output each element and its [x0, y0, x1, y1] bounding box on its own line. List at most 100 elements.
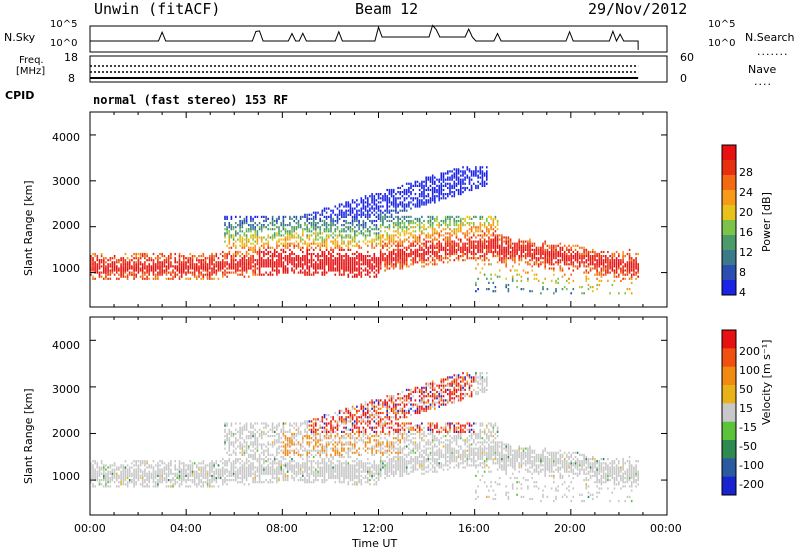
power-cell [323, 269, 326, 272]
power-cell [605, 257, 607, 260]
power-cell [535, 261, 538, 264]
velocity-cell [157, 485, 159, 488]
power-cell [579, 246, 581, 249]
power-cell [351, 252, 354, 256]
power-cell [635, 265, 637, 268]
power-cell [250, 215, 252, 218]
velocity-cell [263, 451, 265, 454]
power-cell [267, 252, 269, 256]
power-cell [271, 259, 274, 262]
power-cell [312, 259, 315, 262]
power-cell [392, 250, 395, 254]
power-cell [364, 222, 367, 225]
power-cell [626, 263, 629, 266]
power-cell [239, 265, 241, 268]
velocity-cell [282, 470, 285, 473]
power-cell [386, 205, 388, 208]
power-cell [399, 222, 401, 225]
power-cell [481, 255, 484, 258]
power-cell [628, 257, 631, 260]
power-cell [364, 261, 367, 264]
power-cell [354, 267, 356, 270]
power-cell [265, 261, 267, 264]
power-cell [122, 275, 125, 278]
velocity-cell [206, 485, 209, 488]
power-cell [440, 191, 443, 194]
power-cell [431, 178, 434, 181]
velocity-cell [256, 460, 259, 463]
power-cell [338, 273, 341, 276]
power-cell [321, 209, 324, 212]
power-cell [434, 228, 436, 231]
power-cell [414, 222, 417, 225]
power-cell [408, 215, 410, 218]
power-cell [100, 259, 103, 262]
velocity-cell [185, 479, 187, 482]
power-cell [377, 215, 380, 218]
power-cell [429, 201, 432, 204]
velocity-cell [230, 432, 233, 436]
power-cell [187, 257, 189, 260]
power-cell [477, 180, 479, 183]
power-cell [343, 269, 345, 272]
power-cell [254, 240, 256, 243]
power-cell [568, 257, 570, 260]
power-cell [315, 234, 317, 237]
power-cell [600, 269, 603, 272]
power-cell [585, 271, 588, 274]
power-cell [159, 261, 161, 264]
power-cell [209, 257, 211, 260]
velocity-cell [213, 479, 215, 482]
power-cell [354, 257, 356, 260]
velocity-cell [248, 453, 250, 456]
power-cell [449, 228, 451, 231]
velocity-cell [165, 476, 168, 480]
power-cell [239, 236, 241, 239]
power-cell [503, 255, 505, 258]
power-cell [596, 263, 598, 266]
velocity-cell [116, 479, 118, 482]
power-cell [395, 252, 397, 256]
power-cell [325, 261, 328, 264]
velocity-cell [215, 470, 218, 473]
power-cell [514, 257, 516, 260]
power-cell [550, 244, 553, 247]
power-cell [447, 193, 449, 196]
power-cell [317, 232, 319, 235]
power-cell [306, 273, 308, 276]
power-cell [444, 222, 447, 225]
power-cell [271, 246, 274, 249]
power-cell [490, 217, 492, 220]
power-cell [377, 259, 380, 262]
power-cell [315, 222, 317, 225]
power-cell [457, 228, 460, 231]
power-cell [349, 209, 352, 212]
power-cell [464, 259, 466, 262]
power-cell [429, 240, 432, 243]
power-cell [358, 261, 360, 264]
power-cell [258, 255, 261, 258]
power-cell [250, 242, 252, 245]
power-cell [356, 230, 358, 233]
power-cell [226, 271, 228, 274]
power-cell [546, 252, 549, 256]
velocity-cell [191, 468, 194, 471]
power-cell [232, 261, 235, 264]
power-cell [248, 230, 250, 233]
velocity-cell [291, 474, 293, 477]
power-cell [336, 228, 339, 231]
power-cell [492, 240, 495, 243]
power-cell [183, 255, 185, 258]
power-cell [462, 246, 464, 249]
power-cell [412, 242, 414, 245]
power-cell [447, 238, 449, 241]
power-cell [581, 252, 583, 256]
power-cell [323, 222, 326, 225]
power-cell [152, 261, 155, 264]
velocity-cell [109, 485, 112, 488]
velocity-cell [178, 468, 181, 471]
power-cell [505, 277, 507, 280]
power-cell [531, 248, 533, 251]
power-cell [338, 203, 341, 206]
power-cell [161, 261, 163, 264]
